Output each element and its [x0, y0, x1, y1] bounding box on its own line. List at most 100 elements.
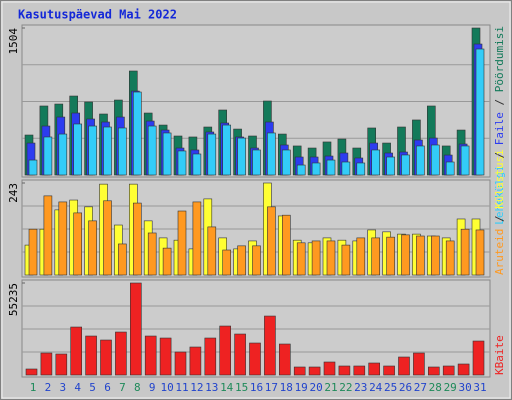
- bar: [416, 145, 425, 176]
- y-tick-label: 55235: [7, 283, 20, 316]
- x-tick-label: 12: [190, 381, 203, 394]
- bar: [103, 200, 112, 276]
- bar: [207, 226, 217, 276]
- bar: [133, 91, 142, 176]
- bar: [457, 363, 470, 376]
- bar: [162, 247, 172, 276]
- bar: [115, 331, 127, 376]
- x-tick-label: 28: [429, 381, 442, 394]
- x-tick-label: 27: [414, 381, 427, 394]
- bar: [118, 243, 127, 276]
- y-tick-label: 1504: [7, 28, 20, 55]
- bar: [88, 220, 97, 276]
- bar: [118, 127, 127, 176]
- bar: [177, 210, 187, 276]
- bar: [338, 365, 351, 376]
- bar: [267, 132, 276, 176]
- bar: [73, 212, 82, 276]
- bar: [383, 365, 395, 376]
- bar: [144, 335, 157, 376]
- bar: [427, 366, 440, 376]
- bar: [147, 125, 157, 176]
- bar: [43, 136, 53, 176]
- x-tick-label: 9: [149, 381, 156, 394]
- x-tick-label: 16: [250, 381, 263, 394]
- bar: [371, 149, 381, 176]
- x-tick-label: 24: [369, 381, 383, 394]
- bar: [413, 352, 425, 376]
- x-tick-label: 11: [175, 381, 188, 394]
- legend-separator: /: [493, 209, 506, 229]
- bar: [281, 214, 291, 276]
- bar: [401, 234, 410, 276]
- legend: KBaite: [493, 335, 506, 375]
- bar: [85, 335, 97, 376]
- legend: Aruteid / Külastusi: [493, 149, 506, 275]
- bar: [326, 159, 336, 176]
- x-tick-label: 8: [134, 381, 141, 394]
- bar: [386, 156, 395, 176]
- bar: [70, 326, 82, 376]
- bar: [133, 202, 142, 276]
- bar: [192, 201, 202, 276]
- x-tick-label: 15: [235, 381, 248, 394]
- x-tick-label: 25: [384, 381, 397, 394]
- x-tick-label: 20: [309, 381, 322, 394]
- bar: [475, 229, 485, 276]
- bar: [88, 125, 97, 176]
- bar: [442, 365, 455, 376]
- bar: [353, 365, 366, 376]
- bar: [296, 242, 306, 276]
- bar: [368, 362, 381, 376]
- bar: [281, 149, 291, 176]
- bar: [401, 154, 410, 176]
- bar: [445, 161, 455, 176]
- bar: [398, 356, 410, 376]
- bar: [162, 132, 172, 176]
- bar: [252, 245, 261, 276]
- bar: [43, 195, 53, 276]
- x-tick-label: 21: [324, 381, 337, 394]
- bar: [460, 228, 470, 276]
- x-tick-label: 23: [354, 381, 367, 394]
- bar: [278, 343, 291, 376]
- legend-separator: /: [493, 145, 506, 165]
- bar: [296, 164, 306, 176]
- bar: [147, 232, 157, 276]
- bar: [159, 337, 172, 376]
- x-tick-label: 14: [220, 381, 234, 394]
- bar: [204, 337, 217, 376]
- x-tick-label: 10: [160, 381, 173, 394]
- bar: [252, 149, 261, 176]
- x-tick-label: 31: [473, 381, 486, 394]
- bar: [28, 228, 38, 276]
- bar: [386, 236, 395, 276]
- bar: [311, 162, 321, 176]
- x-tick-label: 18: [280, 381, 293, 394]
- bar: [25, 368, 38, 376]
- bar: [308, 366, 321, 376]
- x-tick-label: 7: [119, 381, 126, 394]
- legend-entry: Lehekülgi: [493, 165, 506, 225]
- chart-title: Kasutuspäevad Mai 2022: [18, 8, 177, 22]
- bar: [234, 333, 246, 376]
- bar: [445, 240, 455, 276]
- bar: [58, 201, 68, 276]
- bar: [222, 249, 231, 276]
- x-tick-label: 29: [444, 381, 457, 394]
- bar: [472, 340, 485, 376]
- x-tick-label: 30: [458, 381, 471, 394]
- bar: [326, 240, 336, 276]
- x-tick-label: 1: [30, 381, 37, 394]
- bar: [356, 237, 366, 276]
- bar: [100, 339, 112, 376]
- x-tick-label: 6: [104, 381, 111, 394]
- legend-entry: KBaite: [493, 335, 506, 375]
- bar: [293, 366, 306, 376]
- x-tick-label: 2: [45, 381, 52, 394]
- bar: [40, 352, 53, 376]
- bar: [460, 145, 470, 176]
- bar: [58, 133, 68, 176]
- x-tick-label: 13: [205, 381, 218, 394]
